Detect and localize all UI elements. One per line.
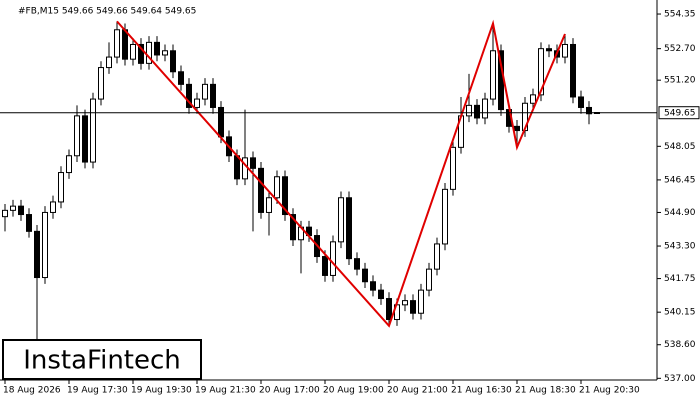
x-tick-label: 21 Aug 18:30 — [515, 386, 576, 396]
y-tick-label: 540.15 — [664, 308, 696, 318]
x-tick-label: 19 Aug 19:30 — [131, 386, 192, 396]
candle-body — [450, 146, 456, 190]
candle-body — [106, 56, 112, 69]
candle-body — [402, 300, 408, 306]
candle-body — [66, 155, 72, 174]
candle-body — [218, 106, 224, 138]
pattern-line — [116, 19, 566, 328]
candle-body — [570, 43, 576, 98]
candle-body — [578, 96, 584, 108]
y-tick-label: 537.00 — [664, 374, 696, 384]
candle-body — [362, 268, 368, 283]
candle-body — [170, 50, 176, 73]
x-tick-label: 19 Aug 17:30 — [67, 386, 128, 396]
y-tick-label: 551.20 — [664, 76, 696, 86]
candle-body — [146, 41, 152, 64]
candle-body — [442, 188, 448, 245]
candle-body — [34, 230, 40, 279]
candle-body — [530, 94, 536, 104]
candle-body — [266, 197, 272, 213]
candle-body — [210, 83, 216, 108]
candle-body — [514, 125, 520, 132]
x-tick-label: 18 Aug 2026 — [3, 386, 61, 396]
candle-body — [290, 214, 296, 241]
candle-body — [482, 98, 488, 119]
current-price-label: 549.65 — [664, 109, 696, 119]
y-tick-label: 544.90 — [664, 208, 696, 218]
candle-body — [418, 289, 424, 314]
candle-body — [250, 157, 256, 169]
logo: InstaFintech — [23, 346, 181, 376]
candle-body — [370, 281, 376, 291]
candle-body — [154, 41, 160, 56]
logo-box — [2, 339, 202, 380]
current-price-box — [658, 106, 700, 120]
candle-body — [50, 201, 56, 213]
candle-body — [130, 43, 136, 60]
candle-body — [346, 197, 352, 260]
x-tick-label: 20 Aug 19:00 — [323, 386, 384, 396]
candle-body — [242, 157, 248, 180]
candle-body — [194, 98, 200, 108]
y-tick-label: 538.60 — [664, 340, 696, 350]
candle-body — [378, 289, 384, 300]
y-tick-label: 552.70 — [664, 44, 696, 54]
x-tick-label: 21 Aug 16:30 — [451, 386, 512, 396]
candle-body — [234, 155, 240, 180]
candle-body — [538, 48, 544, 96]
candle-body — [426, 268, 432, 291]
candle-body — [58, 172, 64, 203]
candle-body — [434, 243, 440, 270]
candle-body — [98, 67, 104, 100]
y-tick-label: 543.30 — [664, 242, 696, 252]
candle-body — [122, 29, 128, 60]
candle-body — [322, 256, 328, 276]
candle-body — [114, 29, 120, 58]
y-tick-label: 541.75 — [664, 274, 696, 284]
candle-body — [202, 83, 208, 100]
candle-body — [490, 50, 496, 100]
candle-body — [42, 211, 48, 279]
candle-body — [74, 115, 80, 157]
candle-body — [410, 300, 416, 314]
x-tick-label: 21 Aug 20:30 — [579, 386, 640, 396]
x-tick-label: 20 Aug 21:00 — [387, 386, 448, 396]
candle-body — [82, 115, 88, 163]
candle-body — [162, 50, 168, 56]
x-tick-label: 19 Aug 21:30 — [195, 386, 256, 396]
candle-body — [338, 197, 344, 243]
candle-body — [178, 71, 184, 85]
candle-body — [546, 48, 552, 52]
x-tick-label: 20 Aug 17:00 — [259, 386, 320, 396]
candle-body — [10, 205, 16, 211]
candle-body — [258, 167, 264, 213]
candle-body — [282, 176, 288, 216]
y-tick-label: 548.05 — [664, 142, 696, 152]
candle-body — [26, 214, 32, 232]
candle-body — [330, 241, 336, 276]
candle-body — [274, 176, 280, 199]
y-tick-label: 554.35 — [664, 10, 696, 20]
candle-body — [18, 205, 24, 216]
candle-body — [90, 98, 96, 163]
candle-body — [354, 258, 360, 270]
candle-body — [138, 43, 144, 64]
candle-body — [586, 106, 592, 115]
candle-body — [386, 298, 392, 321]
y-tick-label: 546.45 — [664, 175, 696, 185]
chart-header: #FB,M15 549.66 549.66 549.64 549.65 — [18, 7, 196, 17]
candle-body — [562, 43, 568, 58]
candle-body — [186, 83, 192, 108]
candle-body — [466, 104, 472, 117]
candle-body — [2, 209, 8, 218]
candle-body — [474, 104, 480, 119]
